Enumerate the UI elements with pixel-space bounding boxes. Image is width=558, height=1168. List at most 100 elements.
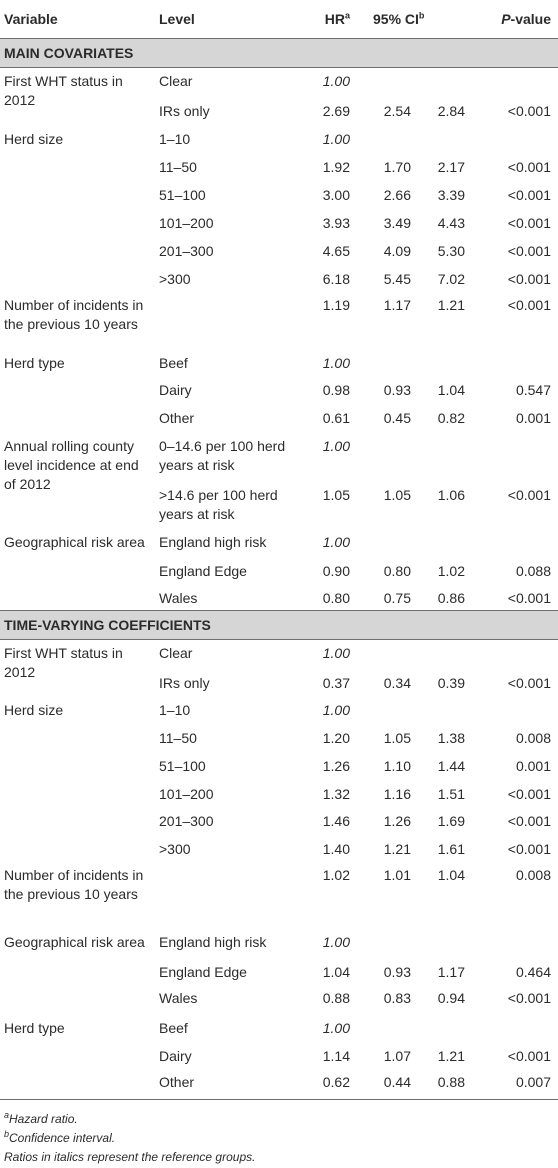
ci-upper-cell: 0.88: [437, 1074, 465, 1090]
variable-cell: Geographical risk area: [4, 534, 145, 550]
level-cell: Dairy: [159, 382, 192, 398]
header-p-value: P-value: [501, 11, 551, 27]
ci-lower-cell: 0.93: [383, 382, 411, 398]
ci-lower-cell: 3.49: [383, 215, 411, 231]
ci-lower-cell: 1.05: [383, 487, 411, 503]
level-cell: England high risk: [159, 934, 267, 950]
hr-cell: 1.00: [322, 131, 350, 147]
table-row: Dairy 1.14 1.07 1.21 <0.001: [0, 1043, 558, 1069]
ci-lower-cell: 1.26: [383, 813, 411, 829]
table-row: IRs only 2.69 2.54 2.84 <0.001: [0, 98, 558, 126]
ci-upper-cell: 1.38: [437, 730, 465, 746]
hr-cell: 1.04: [322, 964, 350, 980]
ci-lower-cell: 2.54: [383, 103, 411, 119]
ci-lower-cell: 1.10: [383, 758, 411, 774]
table-row: Dairy 0.98 0.93 1.04 0.547: [0, 377, 558, 405]
level-cell: Beef: [159, 1020, 188, 1036]
ci-upper-cell: 0.82: [437, 410, 465, 426]
ci-upper-cell: 0.86: [437, 590, 465, 606]
ci-upper-cell: 0.39: [437, 675, 465, 691]
hr-cell: 1.40: [322, 841, 350, 857]
table-row: Other 0.62 0.44 0.88 0.007: [0, 1069, 558, 1100]
level-cell: 101–200: [159, 786, 214, 802]
hr-cell: 6.18: [322, 271, 350, 287]
ci-upper-cell: 1.04: [437, 867, 465, 883]
ci-upper-cell: 5.30: [437, 243, 465, 259]
variable-cell: Herd size: [4, 131, 64, 147]
hr-cell: 1.00: [322, 1020, 350, 1036]
hr-cell: 2.69: [322, 103, 350, 119]
ci-lower-cell: 1.05: [383, 730, 411, 746]
variable-cell: Number of incidents in the previous 10 y…: [4, 867, 144, 902]
ci-lower-cell: 0.93: [383, 964, 411, 980]
footnote-b: bConfidence interval.: [4, 1129, 554, 1148]
level-cell: Beef: [159, 355, 188, 371]
level-cell: England Edge: [159, 964, 247, 980]
level-cell: 201–300: [159, 813, 214, 829]
ci-lower-cell: 0.75: [383, 590, 411, 606]
p-value-cell: 0.088: [515, 563, 551, 579]
level-cell: 11–50: [159, 730, 197, 746]
table-row: 51–100 3.00 2.66 3.39 <0.001: [0, 182, 558, 210]
table-row: 201–300 1.46 1.26 1.69 <0.001: [0, 808, 558, 836]
table-row: Number of incidents in the previous 10 y…: [0, 292, 558, 350]
hr-cell: 0.62: [322, 1074, 350, 1090]
hr-cell: 1.20: [322, 730, 350, 746]
ci-lower-cell: 5.45: [383, 271, 411, 287]
p-value-cell: <0.001: [507, 813, 551, 829]
hr-cell: 3.93: [322, 215, 350, 231]
table-row: Geographical risk area England high risk 1…: [0, 529, 558, 558]
ci-upper-cell: 3.39: [437, 187, 465, 203]
level-cell: 51–100: [159, 187, 206, 203]
hr-cell: 0.88: [322, 990, 350, 1006]
level-cell: IRs only: [159, 103, 210, 119]
table-row: Herd type Beef 1.00: [0, 350, 558, 377]
hr-cell: 1.00: [322, 73, 350, 89]
hr-cell: 1.19: [322, 297, 350, 313]
ci-lower-cell: 0.34: [383, 675, 411, 691]
variable-cell: First WHT status in 2012: [4, 645, 123, 680]
variable-cell: Geographical risk area: [4, 934, 145, 950]
ci-lower-cell: 2.66: [383, 187, 411, 203]
level-cell: 1–10: [159, 131, 191, 147]
variable-cell: Number of incidents in the previous 10 y…: [4, 297, 144, 332]
hr-cell: 1.32: [322, 786, 350, 802]
header-variable: Variable: [4, 11, 58, 27]
header-ci-footnote-mark: b: [418, 10, 425, 21]
p-value-cell: <0.001: [507, 487, 551, 503]
level-cell: Clear: [159, 645, 193, 661]
p-value-cell: <0.001: [507, 990, 551, 1006]
table-row: >300 1.40 1.21 1.61 <0.001: [0, 836, 558, 862]
level-cell: England high risk: [159, 534, 267, 550]
table-row: IRs only 0.37 0.34 0.39 <0.001: [0, 670, 558, 697]
p-value-cell: <0.001: [507, 159, 551, 175]
level-cell: Clear: [159, 73, 193, 89]
p-value-cell: <0.001: [507, 187, 551, 203]
section-header: MAIN COVARIATES: [0, 39, 558, 68]
table-row: Annual rolling county level incidence at…: [0, 433, 558, 492]
table-row: Geographical risk area England high risk 1…: [0, 929, 558, 959]
hr-cell: 1.46: [322, 813, 350, 829]
hr-cell: 0.90: [322, 563, 350, 579]
table-row: >14.6 per 100 herd years at risk 1.05 1.05…: [0, 482, 558, 529]
table-row: First WHT status in 2012 Clear 1.00: [0, 68, 558, 108]
header-p-suffix: -value: [510, 11, 551, 27]
hr-cell: 1.26: [322, 758, 350, 774]
variable-cell: First WHT status in 2012: [4, 73, 123, 108]
footnote-b-text: Confidence interval.: [9, 1131, 116, 1145]
header-p-letter: P: [501, 11, 511, 27]
header-level: Level: [159, 11, 195, 27]
hr-cell: 4.65: [322, 243, 350, 259]
ci-upper-cell: 0.94: [437, 990, 465, 1006]
hr-cell: 0.80: [322, 590, 350, 606]
footnote-reference-note: Ratios in italics represent the referenc…: [4, 1150, 256, 1164]
ci-upper-cell: 2.84: [437, 103, 465, 119]
table-row: Wales 0.88 0.83 0.94 <0.001: [0, 985, 558, 1015]
p-value-cell: <0.001: [507, 103, 551, 119]
hr-cell: 1.00: [322, 645, 350, 661]
p-value-cell: 0.001: [515, 758, 551, 774]
footnote-a: aHazard ratio.: [4, 1110, 554, 1129]
variable-cell: Annual rolling county level incidence at…: [4, 438, 139, 492]
header-ci-label: 95% CI: [373, 11, 419, 27]
p-value-cell: 0.008: [515, 867, 551, 883]
